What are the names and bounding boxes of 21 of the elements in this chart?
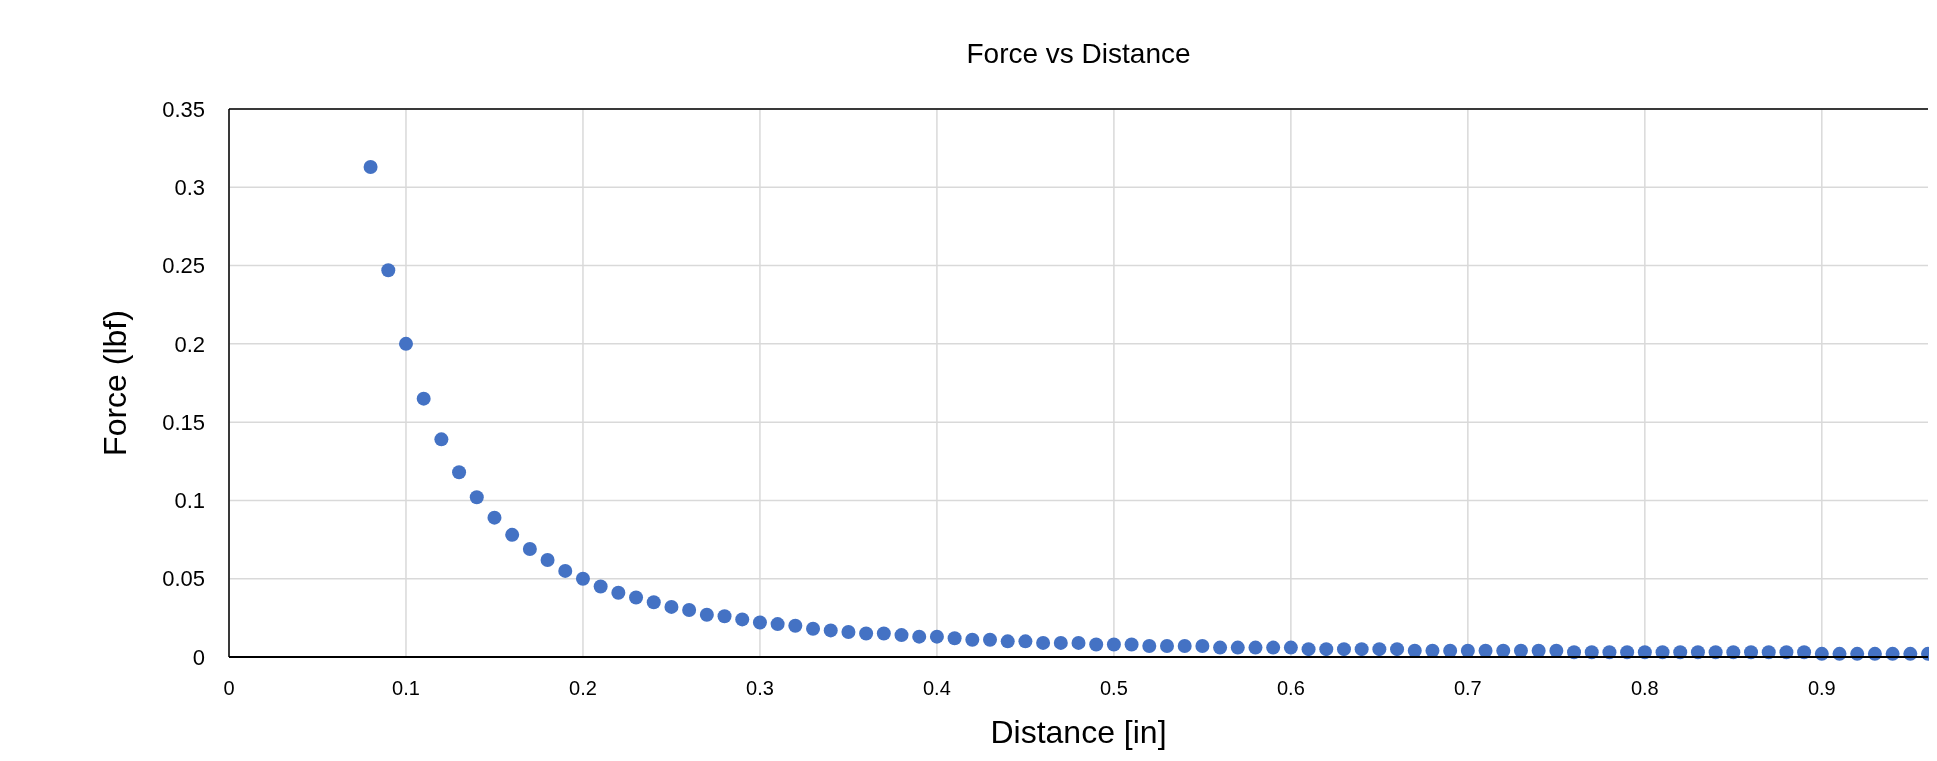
y-tick-label: 0.1 [174, 488, 205, 514]
y-tick-label: 0.05 [162, 566, 205, 592]
y-tick-label: 0.35 [162, 96, 205, 122]
y-tick-label: 0.2 [174, 331, 205, 357]
x-tick-label: 0.1 [392, 677, 420, 699]
x-tick-label: 0.8 [1630, 677, 1659, 699]
y-tick-label: 0.3 [174, 174, 205, 200]
y-tick-label: 0 [192, 644, 205, 670]
x-tick-label: 0.9 [1807, 677, 1836, 699]
x-tick-label: 0.3 [746, 677, 774, 699]
x-tick-label: 0 [223, 677, 235, 699]
x-tick-label: 0.7 [1453, 677, 1482, 699]
x-tick-label: 0.6 [1276, 677, 1305, 699]
y-tick-label: 0.25 [162, 253, 205, 279]
chart-title: Force vs Distance [966, 38, 1191, 69]
y-axis-title: Force (lbf) [97, 310, 133, 456]
x-tick-label: 0.4 [923, 677, 951, 699]
x-tick-label: 0.2 [569, 677, 597, 699]
x-tick-label: 0.5 [1099, 677, 1128, 699]
x-axis-title: Distance [in] [990, 714, 1167, 750]
y-tick-label: 0.15 [162, 409, 205, 435]
